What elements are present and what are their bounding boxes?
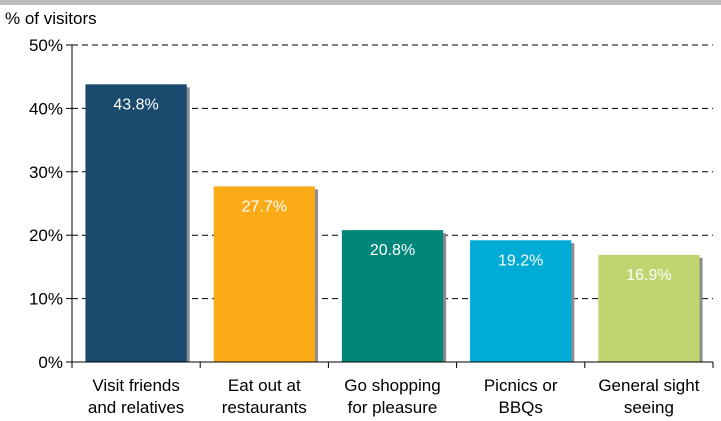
bars xyxy=(85,84,703,363)
bar xyxy=(598,254,700,362)
data-label: 27.7% xyxy=(242,198,287,215)
y-axis-title: % of visitors xyxy=(5,9,97,28)
y-tick-label: 30% xyxy=(29,163,63,182)
data-label: 16.9% xyxy=(626,267,671,284)
y-tick-label: 10% xyxy=(29,290,63,309)
bar xyxy=(85,84,187,363)
category-label: General sight seeing xyxy=(598,376,699,417)
y-tick-label: 0% xyxy=(38,353,63,372)
category-label: Go shopping for pleasure xyxy=(344,376,440,417)
category-label: Eat out at restaurants xyxy=(222,376,307,417)
bar xyxy=(341,230,444,362)
top-rule xyxy=(0,0,721,5)
data-label: 20.8% xyxy=(370,242,415,259)
labels: 43.8% 27.7% 20.8% 19.2% 16.9% 0% 10% 20% 30% 40% 5… xyxy=(29,36,700,417)
axes xyxy=(66,44,714,368)
bar xyxy=(470,240,572,362)
bar xyxy=(213,186,315,362)
y-tick-label: 50% xyxy=(29,36,63,55)
data-label: 43.8% xyxy=(113,96,158,113)
category-label: Picnics or BBQs xyxy=(484,376,558,417)
category-label: Visit friends and relatives xyxy=(88,376,184,417)
y-tick-label: 20% xyxy=(29,226,63,245)
y-tick-label: 40% xyxy=(29,99,63,118)
data-label: 19.2% xyxy=(498,252,543,269)
